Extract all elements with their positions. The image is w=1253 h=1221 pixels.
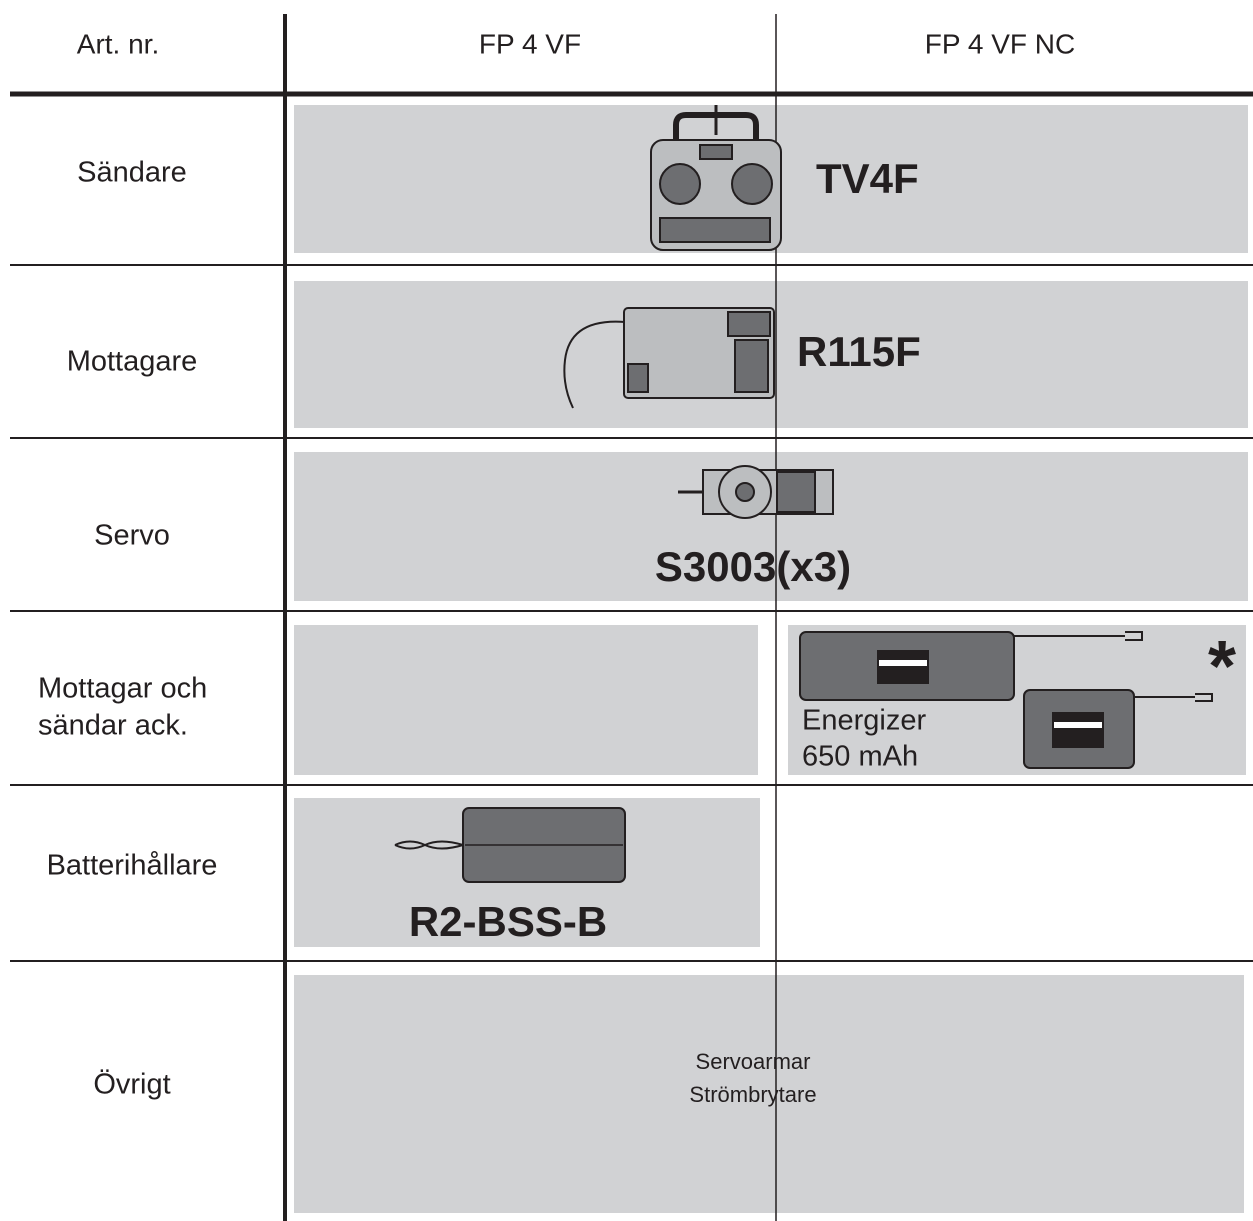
row-label: Servo: [94, 520, 170, 552]
item-name: R2-BSS-B: [409, 898, 607, 945]
header-cell: Art. nr.: [77, 28, 159, 59]
row-label: Sändare: [77, 157, 187, 189]
item-text: 650 mAh: [802, 741, 918, 773]
row-label: Mottagar och: [38, 673, 207, 705]
asterisk: *: [1208, 627, 1236, 707]
receiver-icon: [563, 307, 775, 409]
row-label: sändar ack.: [38, 710, 188, 742]
battery-holder-icon: [394, 807, 626, 883]
item-text: Energizer: [802, 705, 926, 737]
header-cell: FP 4 VF: [479, 28, 581, 59]
transmitter-icon: [650, 105, 782, 251]
item-name: TV4F: [816, 155, 919, 202]
item-name: S3003(x3): [655, 543, 851, 590]
header-cell: FP 4 VF NC: [925, 28, 1075, 59]
row-label: Batterihållare: [47, 850, 218, 882]
row-label: Övrigt: [93, 1069, 170, 1101]
battery-icon: [799, 631, 1213, 769]
servo-icon: [678, 465, 834, 519]
cell-bg: [294, 625, 758, 775]
item-name: R115F: [797, 328, 921, 375]
cell-bg: [294, 975, 1244, 1213]
row-label: Mottagare: [67, 346, 198, 378]
item-text: Servoarmar: [696, 1049, 811, 1074]
item-text: Strömbrytare: [689, 1082, 816, 1107]
